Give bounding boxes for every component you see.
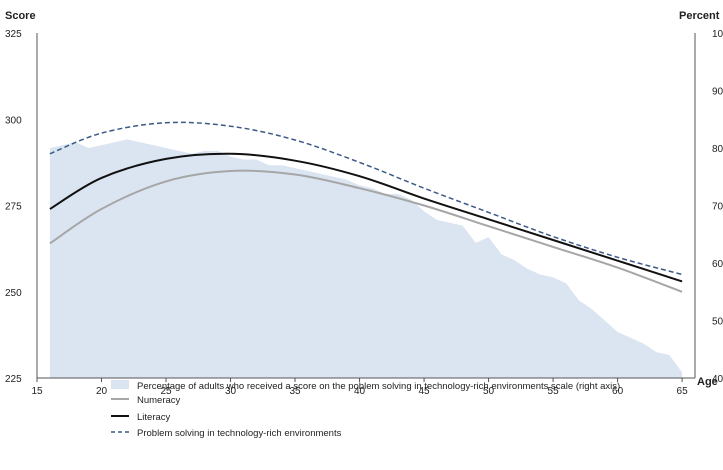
left-axis-title: Score (5, 10, 36, 22)
x-tick-label: 60 (612, 386, 624, 397)
area-percent-adults (49, 139, 683, 378)
left-tick-label: 325 (5, 29, 22, 40)
x-tick-label: 35 (289, 386, 301, 397)
x-tick-label: 15 (31, 386, 43, 397)
axes-layer (36, 33, 696, 379)
x-tick-label: 40 (354, 386, 366, 397)
x-tick-label: 20 (96, 386, 108, 397)
x-axis-title: Age (697, 376, 718, 388)
area-layer (49, 139, 683, 378)
x-tick-label: 45 (418, 386, 430, 397)
right-tick-label: 90 (712, 87, 723, 98)
legend-swatch-area (111, 380, 129, 389)
left-tick-label: 300 (5, 115, 22, 126)
left-tick-label: 225 (5, 374, 22, 385)
x-tick-label: 55 (548, 386, 560, 397)
x-tick-label: 25 (160, 386, 172, 397)
series-line-literacy (49, 152, 683, 283)
right-tick-label: 70 (712, 202, 723, 213)
legend-label-area: Percentage of adults who received a scor… (137, 381, 620, 392)
left-tick-label: 275 (5, 202, 22, 213)
right-axis-title: Percent (679, 10, 720, 22)
right-tick-label: 50 (712, 317, 723, 328)
series-line-problem-solving (49, 121, 683, 276)
ticks-layer: 15 20 25 30 35 40 45 50 55 60 65 225 250 275 300 325 40 5… (5, 29, 723, 397)
right-tick-label: 60 (712, 259, 723, 270)
left-tick-label: 250 (5, 288, 22, 299)
x-tick-label: 65 (677, 386, 689, 397)
legend-label-problem-solving: Problem solving in technology-rich envir… (137, 428, 342, 439)
series-line-numeracy (49, 169, 683, 293)
right-tick-label: 40 (712, 374, 723, 385)
legend-label-literacy: Literacy (137, 412, 171, 423)
right-tick-label: 100 (712, 29, 723, 40)
x-tick-label: 30 (225, 386, 237, 397)
legend: Percentage of adults who received a scor… (111, 380, 620, 439)
series-layer (49, 121, 683, 293)
right-tick-label: 80 (712, 144, 723, 155)
x-tick-label: 50 (483, 386, 495, 397)
legend-label-numeracy: Numeracy (137, 395, 181, 406)
